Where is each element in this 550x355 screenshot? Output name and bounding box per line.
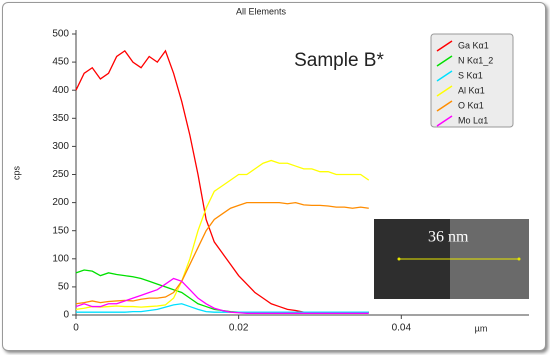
series-line xyxy=(75,159,370,311)
y-tick-label: 50 xyxy=(58,282,70,293)
scale-bar-end xyxy=(517,257,521,261)
legend-label: N Kα1_2 xyxy=(458,55,493,65)
y-tick-label: 300 xyxy=(52,141,69,152)
chart-title: All Elements xyxy=(236,6,287,16)
legend-label: Al Kα1 xyxy=(458,85,485,95)
x-axis-label: µm xyxy=(475,323,488,333)
series-line xyxy=(76,303,369,313)
x-tick-label: 0.04 xyxy=(392,323,412,334)
y-tick-label: 100 xyxy=(52,253,69,264)
y-tick-label: 0 xyxy=(63,310,69,321)
x-tick-label: 0.02 xyxy=(229,323,249,334)
legend-swatch xyxy=(436,55,453,67)
scale-label: 36 nm xyxy=(428,229,469,246)
legend-label: O Kα1 xyxy=(458,100,484,110)
x-tick-label: 0 xyxy=(73,323,79,334)
legend-label: S Kα1 xyxy=(458,70,483,80)
scale-bar-end xyxy=(397,257,401,261)
legend-label: Ga Kα1 xyxy=(458,40,489,50)
frame: All Elements Sample B* cps µm 0 50 100 150 2… xyxy=(2,2,546,351)
y-tick-label: 350 xyxy=(52,113,69,124)
series-line xyxy=(75,277,369,314)
y-axis-label: cps xyxy=(11,166,21,181)
legend-swatch xyxy=(436,115,453,127)
chart: All Elements Sample B* cps µm 0 50 100 150 2… xyxy=(11,6,529,334)
legend-label: Mo Lα1 xyxy=(458,115,488,125)
legend-swatch xyxy=(436,100,453,112)
annotation: Sample B* xyxy=(294,50,384,71)
y-tick-label: 400 xyxy=(52,85,69,96)
legend-box xyxy=(430,33,514,128)
legend-swatch xyxy=(436,70,453,82)
legend-swatch xyxy=(436,40,453,52)
y-tick-label: 250 xyxy=(52,169,69,180)
legend-swatch xyxy=(436,85,453,97)
y-tick-label: 200 xyxy=(52,197,69,208)
y-tick-label: 150 xyxy=(52,225,69,236)
series-line xyxy=(75,49,369,313)
y-tick-label: 500 xyxy=(52,29,69,40)
y-tick-label: 450 xyxy=(52,57,69,68)
